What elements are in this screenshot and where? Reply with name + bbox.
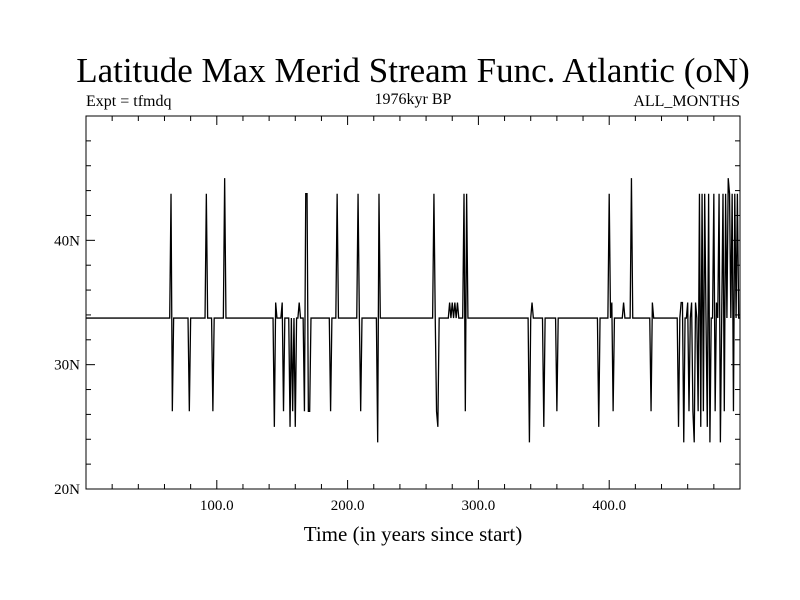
- y-tick-label: 30N: [54, 358, 80, 374]
- series-line: [86, 178, 740, 443]
- x-tick-label: 200.0: [331, 498, 365, 514]
- subtitle-left: Expt = tfmdq: [86, 93, 171, 110]
- x-tick-label: 100.0: [200, 498, 234, 514]
- y-tick-label: 40N: [54, 233, 80, 249]
- x-tick-label: 300.0: [462, 498, 496, 514]
- plot-frame: [85, 115, 741, 490]
- chart-title: Latitude Max Merid Stream Func. Atlantic…: [76, 51, 750, 90]
- subtitle-center: 1976kyr BP: [375, 91, 452, 108]
- axis-ticks: [86, 116, 740, 489]
- x-axis-label: Time (in years since start): [304, 522, 523, 546]
- y-tick-label: 20N: [54, 482, 80, 498]
- subtitle-right: ALL_MONTHS: [633, 93, 740, 110]
- x-tick-label: 400.0: [592, 498, 626, 514]
- axis-tick-labels: 100.0 200.0 300.0 400.0 20N 30N 40N: [54, 233, 626, 514]
